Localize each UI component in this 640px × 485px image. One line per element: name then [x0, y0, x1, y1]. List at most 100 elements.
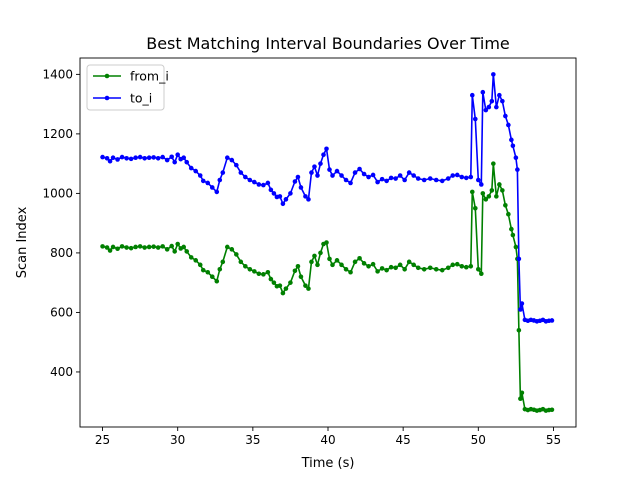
- data-point-from_i: [330, 262, 335, 268]
- data-point-from_i: [415, 265, 421, 271]
- data-point-from_i: [483, 197, 489, 202]
- data-point-to_i: [459, 174, 465, 180]
- data-point-from_i: [238, 259, 244, 265]
- data-point-to_i: [379, 176, 385, 182]
- data-point-from_i: [518, 396, 523, 402]
- data-point-from_i: [225, 244, 230, 250]
- data-point-from_i: [234, 252, 239, 257]
- data-point-from_i: [220, 259, 226, 265]
- data-point-from_i: [181, 244, 187, 250]
- data-point-from_i: [283, 286, 289, 291]
- legend-swatch-marker: [104, 95, 110, 101]
- data-point-from_i: [366, 264, 371, 269]
- legend: from_i to_i: [86, 64, 169, 111]
- data-point-from_i: [188, 255, 194, 260]
- data-point-to_i: [104, 155, 110, 161]
- data-point-to_i: [133, 155, 138, 160]
- data-point-from_i: [421, 266, 427, 272]
- data-point-to_i: [169, 154, 174, 160]
- x-tick-label: 35: [245, 433, 260, 447]
- data-point-to_i: [339, 173, 344, 178]
- data-point-to_i: [366, 174, 371, 180]
- data-point-from_i: [459, 264, 465, 269]
- data-point-from_i: [205, 269, 211, 275]
- data-point-from_i: [243, 264, 248, 269]
- data-point-from_i: [370, 261, 376, 267]
- data-point-from_i: [265, 269, 271, 275]
- data-point-to_i: [271, 191, 277, 196]
- data-point-to_i: [483, 107, 489, 113]
- data-point-from_i: [309, 259, 314, 265]
- data-point-to_i: [306, 197, 311, 202]
- data-point-from_i: [427, 265, 433, 271]
- data-point-to_i: [268, 187, 274, 193]
- data-point-from_i: [352, 259, 358, 265]
- data-point-from_i: [334, 258, 340, 263]
- data-point-from_i: [128, 245, 134, 251]
- data-point-from_i: [209, 274, 215, 280]
- data-point-to_i: [234, 162, 239, 168]
- data-point-to_i: [513, 155, 519, 160]
- data-point-from_i: [277, 283, 283, 288]
- x-axis-label: Time (s): [301, 456, 355, 471]
- data-point-from_i: [433, 266, 439, 272]
- data-point-to_i: [146, 155, 152, 160]
- data-point-from_i: [217, 266, 223, 272]
- data-point-to_i: [406, 170, 412, 175]
- data-point-from_i: [388, 264, 394, 270]
- data-point-from_i: [468, 264, 474, 269]
- data-point-from_i: [280, 290, 286, 296]
- data-point-to_i: [110, 155, 116, 160]
- data-point-to_i: [549, 318, 555, 323]
- data-point-from_i: [469, 189, 475, 195]
- y-tick-label: 400: [50, 365, 73, 379]
- series-to_i: [100, 72, 555, 324]
- data-point-from_i: [454, 261, 460, 267]
- data-point-from_i: [497, 182, 502, 187]
- data-point-to_i: [361, 171, 367, 177]
- data-point-to_i: [197, 173, 203, 178]
- data-point-from_i: [271, 280, 277, 285]
- y-axis-ticks: 400 600 800 1000 1200 1400: [42, 68, 80, 379]
- series-from_i: [100, 161, 555, 413]
- data-point-to_i: [220, 170, 226, 175]
- data-point-to_i: [510, 143, 516, 149]
- data-point-to_i: [450, 173, 456, 178]
- data-point-from_i: [450, 262, 456, 268]
- data-point-to_i: [193, 168, 199, 174]
- data-point-from_i: [214, 278, 220, 284]
- data-point-to_i: [164, 157, 170, 163]
- data-point-to_i: [225, 155, 230, 160]
- data-point-to_i: [181, 155, 187, 160]
- data-point-from_i: [339, 262, 344, 268]
- data-point-to_i: [327, 167, 332, 172]
- data-point-to_i: [292, 179, 298, 184]
- data-point-from_i: [115, 246, 120, 252]
- data-point-to_i: [137, 154, 143, 160]
- x-tick-label: 50: [471, 433, 486, 447]
- y-tick-label: 1200: [42, 127, 73, 141]
- data-point-to_i: [445, 176, 451, 181]
- data-point-from_i: [119, 244, 125, 249]
- data-point-from_i: [402, 266, 407, 272]
- data-point-to_i: [277, 194, 283, 199]
- data-point-to_i: [370, 172, 376, 178]
- data-point-to_i: [397, 173, 403, 178]
- data-point-to_i: [283, 197, 289, 202]
- data-point-to_i: [503, 113, 508, 119]
- data-point-from_i: [397, 262, 403, 268]
- data-point-to_i: [463, 175, 469, 181]
- data-point-to_i: [209, 185, 215, 190]
- x-tick-label: 55: [546, 433, 561, 447]
- data-point-from_i: [175, 241, 180, 247]
- data-point-from_i: [164, 247, 170, 252]
- data-point-from_i: [151, 244, 156, 249]
- data-point-to_i: [280, 201, 286, 207]
- data-point-from_i: [503, 203, 508, 208]
- data-point-to_i: [295, 174, 301, 180]
- data-point-from_i: [343, 266, 349, 272]
- data-point-from_i: [292, 268, 298, 274]
- data-point-to_i: [100, 154, 105, 160]
- data-point-to_i: [155, 155, 161, 161]
